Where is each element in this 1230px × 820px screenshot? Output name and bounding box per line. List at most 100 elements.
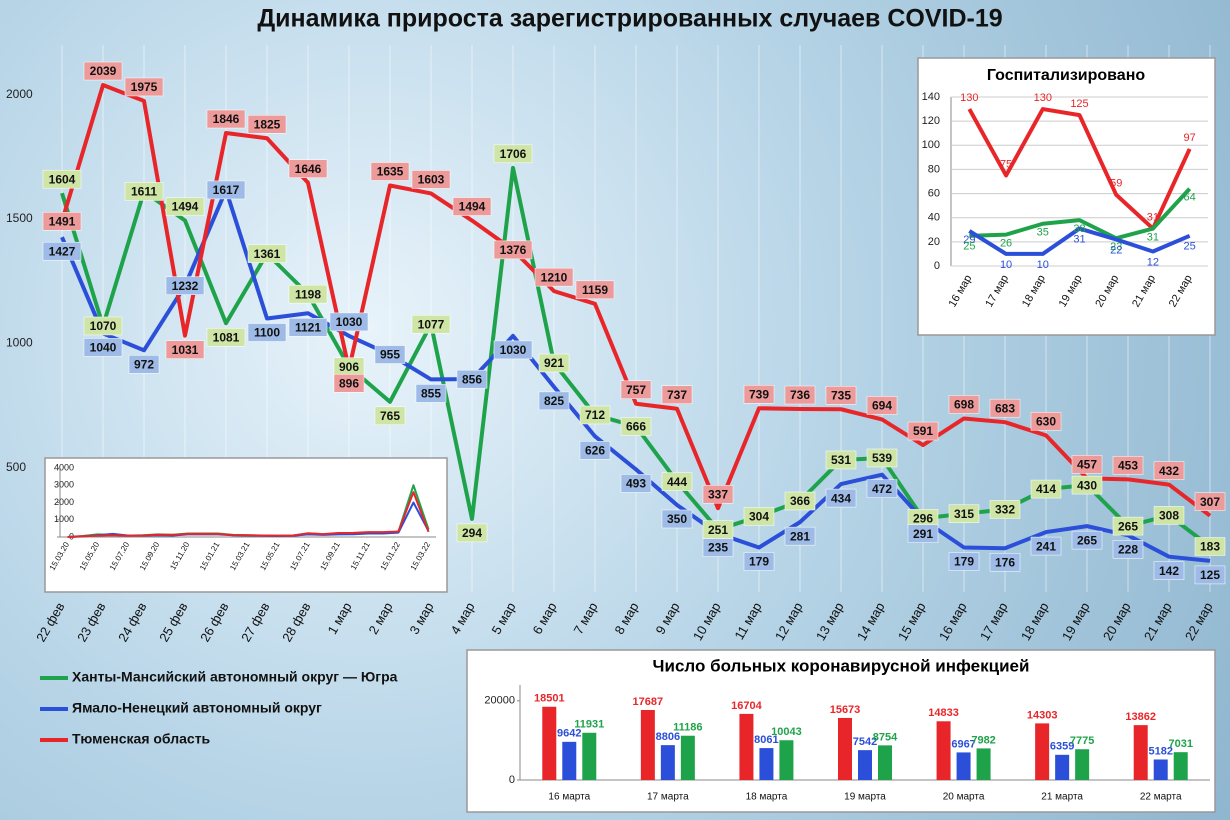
value-label-box [784,526,816,546]
line [67,491,430,538]
value-label: 235 [708,541,728,555]
x-tick-label: 9 мар [652,600,682,637]
value-label: 8754 [873,731,898,743]
value-label-box [538,391,570,411]
y-tick-label: 1000 [54,514,74,524]
bar [1035,723,1050,780]
value-label-box [42,212,82,231]
value-label-box [784,385,816,405]
value-label: 1975 [131,80,158,94]
value-label: 31 [1147,211,1159,223]
value-label: 183 [1200,540,1220,554]
value-label-box [907,421,939,441]
value-label: 10 [1000,259,1012,271]
x-tick-label: 6 мар [529,600,559,637]
bar [838,717,852,780]
x-tick-label: 21 мар [1141,600,1175,643]
value-label-box [374,406,406,426]
y-tick-label: 40 [928,212,940,224]
value-label: 1494 [172,200,199,214]
panel-title: Число больных коронавирусной инфекцией [653,656,1030,675]
y-tick-label: 2000 [6,87,33,101]
value-label: 414 [1036,482,1056,496]
panel-title: Госпитализировано [987,67,1145,84]
value-label-box [784,491,816,511]
value-label: 1198 [295,287,321,301]
value-label: 35 [1037,227,1049,239]
x-tick-label: 18 марта [746,792,788,803]
value-label-box [247,244,287,263]
value-label-box [825,488,857,508]
value-label: 1491 [49,214,76,228]
value-label: 228 [1118,542,1138,556]
value-label: 630 [1036,415,1056,429]
bar [976,748,991,780]
value-label: 6967 [951,738,975,750]
value-label: 179 [954,555,974,569]
value-label-box [661,385,693,405]
value-label: 1617 [213,183,240,197]
x-tick-label: 17 марта [647,792,689,803]
bar [1055,754,1070,780]
value-label: 1427 [49,244,76,258]
value-label: 26 [1000,238,1012,250]
value-label: 432 [1159,464,1179,478]
value-label: 1210 [541,270,568,284]
value-label-box [620,380,652,400]
x-tick-label: 12 мар [772,600,806,643]
value-label: 1376 [500,243,527,257]
value-label: 430 [1077,478,1097,492]
value-label: 38 [1073,223,1085,235]
value-label: 698 [954,398,974,412]
x-tick-label: 8 мар [611,600,641,637]
value-label-box [206,180,246,200]
bar [562,741,577,780]
line [60,187,1211,563]
value-label: 332 [995,503,1015,517]
value-label-box [702,538,734,557]
value-label: 856 [462,372,482,386]
x-tick-label: 20 марта [943,792,985,803]
value-label: 434 [831,491,851,505]
value-label-box [374,345,406,364]
value-label-box [575,280,615,300]
value-label: 737 [667,388,687,402]
value-label-box [452,197,492,216]
x-tick-label: 22 марта [1140,792,1182,803]
chart-title: Динамика прироста зарегистрированных слу… [257,5,1002,33]
value-label: 281 [790,529,810,543]
x-tick-label: 23 фев [74,600,108,645]
value-label: 23 [1110,241,1122,253]
value-label: 315 [954,507,974,521]
value-label: 1121 [295,320,321,334]
value-label-box [493,240,533,260]
value-label: 736 [790,388,810,402]
value-label: 1603 [418,173,445,187]
value-label: 1361 [254,247,281,261]
y-tick-label: 1000 [6,336,33,350]
value-label-box [743,507,775,526]
value-label-box [1030,412,1062,431]
x-tick-label: 20 мар [1100,600,1134,643]
value-label: 1159 [582,283,608,297]
bar [956,752,971,780]
value-label-box [989,552,1021,572]
value-label: 265 [1077,533,1097,547]
legend-label: Ямало-Ненецкий автономный округ [72,700,322,716]
value-label: 1604 [49,172,76,186]
value-label-box [288,159,328,178]
value-label: 1232 [172,279,199,293]
value-label: 7982 [971,734,995,746]
value-label-box [411,314,451,334]
bar [582,732,597,780]
bar [542,706,557,780]
x-tick-label: 22 фев [33,600,67,645]
value-label: 265 [1118,519,1138,533]
value-label-box [124,77,164,97]
value-label: 10 [1037,259,1049,271]
value-label-box [42,241,82,261]
x-tick-label: 13 мар [813,600,847,643]
y-tick-label: 4000 [54,462,74,472]
x-tick-label: 27 фев [238,600,272,645]
value-label: 64 [1184,192,1196,204]
